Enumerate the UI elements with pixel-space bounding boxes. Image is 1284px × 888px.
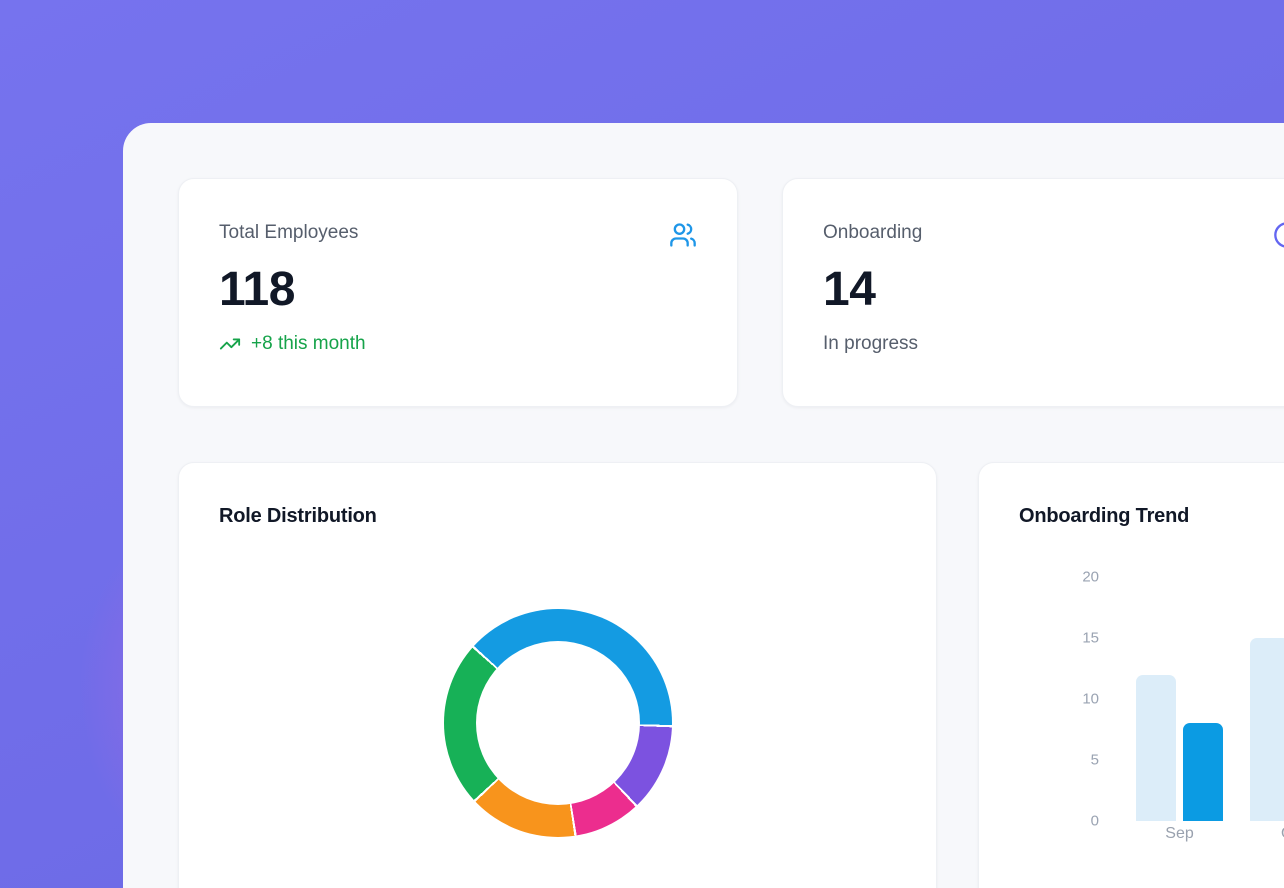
stat-card-total-employees: Total Employees 118: [178, 178, 738, 407]
donut-hole: [476, 641, 640, 805]
stat-delta: +8 this month: [219, 333, 697, 355]
bar-sep-light: [1136, 674, 1176, 821]
stat-value: 14: [823, 263, 876, 316]
x-axis-label: Oct: [1244, 825, 1284, 843]
onboarding-trend-card: Onboarding Trend 0 5 10 15 20 Sep Oct: [978, 462, 1284, 888]
stat-card-onboarding: Onboarding 14 In progress: [782, 178, 1284, 407]
y-axis-tick-label: 0: [1090, 812, 1099, 830]
role-distribution-donut-chart: [444, 609, 672, 837]
role-distribution-card: Role Distribution: [178, 462, 937, 888]
trending-up-icon: [219, 333, 241, 355]
stat-card-header: Total Employees: [219, 221, 697, 249]
stat-label: Onboarding: [823, 222, 923, 243]
chart-title: Role Distribution: [219, 505, 377, 527]
stat-card-header: Onboarding: [823, 221, 1284, 249]
clock-icon: [1273, 221, 1284, 249]
dashboard-panel: Total Employees 118: [123, 123, 1284, 888]
bar-oct-light: [1250, 638, 1284, 821]
stat-label: Total Employees: [219, 222, 359, 243]
stat-sub-text: In progress: [823, 333, 919, 355]
users-icon: [669, 221, 697, 249]
stat-value: 118: [219, 263, 295, 316]
y-axis-tick-label: 10: [1082, 690, 1099, 708]
x-axis-label: Sep: [1165, 825, 1194, 842]
bar-sep-dark: [1183, 723, 1223, 821]
onboarding-trend-bar-chart: 0 5 10 15 20 Sep Oct: [979, 463, 1284, 888]
y-axis-tick-label: 15: [1082, 629, 1099, 647]
chart-title: Onboarding Trend: [1019, 505, 1190, 527]
y-axis-tick-label: 5: [1090, 751, 1099, 769]
stat-delta-text: +8 this month: [251, 333, 366, 355]
y-axis-tick-label: 20: [1082, 568, 1099, 586]
